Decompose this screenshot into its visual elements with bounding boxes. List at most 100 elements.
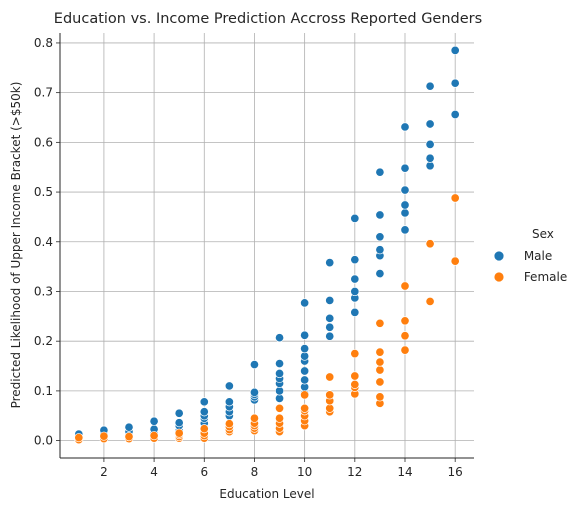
legend-label-male: Male	[520, 249, 552, 263]
data-point	[350, 274, 360, 284]
data-point	[450, 109, 460, 120]
data-point	[425, 119, 435, 129]
legend-marker-female	[493, 271, 505, 283]
data-point	[375, 347, 385, 357]
data-point	[425, 296, 435, 306]
data-point	[199, 407, 209, 417]
y-tick-label: 0.3	[34, 284, 53, 298]
legend-title: Sex	[532, 227, 554, 241]
data-point	[400, 345, 410, 355]
data-point	[124, 422, 134, 432]
data-point	[350, 371, 360, 381]
series-female	[74, 193, 460, 445]
data-point	[375, 232, 385, 242]
data-point	[425, 153, 435, 163]
data-point	[149, 416, 159, 426]
data-point	[375, 357, 385, 367]
y-tick-label: 0.6	[34, 135, 53, 149]
data-points	[74, 45, 460, 445]
x-tick-label: 14	[397, 465, 412, 479]
y-tick-label: 0.2	[34, 334, 53, 348]
data-point	[274, 368, 285, 379]
y-ticks: 0.0 0.1 0.2 0.3 0.4 0.5 0.6 0.7 0.8	[34, 36, 60, 448]
legend-label-female: Female	[520, 270, 567, 284]
data-point	[375, 245, 385, 255]
data-point	[400, 200, 410, 210]
data-point	[425, 239, 435, 249]
data-point	[425, 139, 435, 149]
data-point	[300, 375, 310, 385]
data-point	[350, 307, 360, 317]
data-point	[74, 433, 84, 443]
data-point	[300, 366, 310, 376]
data-point	[300, 390, 310, 400]
data-point	[249, 387, 260, 397]
data-point	[99, 431, 109, 441]
y-axis-label: Predicted Likelihood of Upper Income Bra…	[9, 82, 23, 409]
series-male	[74, 45, 460, 442]
data-point	[300, 298, 310, 308]
data-point	[199, 397, 209, 407]
data-point	[274, 403, 285, 413]
x-ticks: 2 4 6 8 10 12 14 16	[100, 458, 463, 479]
data-point	[325, 390, 335, 400]
data-point	[325, 313, 335, 323]
data-point	[400, 208, 410, 218]
x-tick-label: 10	[297, 465, 312, 479]
data-point	[375, 167, 385, 177]
data-point	[400, 281, 410, 291]
grid	[60, 33, 474, 458]
data-point	[400, 163, 410, 173]
data-point	[450, 193, 460, 203]
data-point	[300, 330, 310, 340]
data-point	[274, 359, 285, 369]
data-point	[450, 78, 460, 88]
y-tick-label: 0.5	[34, 185, 53, 199]
x-tick-label: 16	[448, 465, 463, 479]
y-tick-label: 0.0	[34, 434, 53, 448]
data-point	[425, 81, 435, 91]
y-tick-label: 0.7	[34, 86, 53, 100]
data-point	[400, 225, 410, 235]
data-point	[450, 45, 460, 55]
data-point	[249, 359, 260, 370]
data-point	[375, 377, 385, 387]
x-tick-label: 2	[100, 465, 108, 479]
data-point	[375, 392, 385, 402]
data-point	[325, 258, 335, 268]
data-point	[325, 331, 335, 341]
y-tick-label: 0.8	[34, 36, 53, 50]
x-tick-label: 8	[251, 465, 259, 479]
data-point	[350, 286, 360, 297]
data-point	[174, 428, 184, 438]
data-point	[224, 381, 234, 391]
axes	[59, 33, 474, 459]
x-tick-label: 12	[347, 465, 362, 479]
data-point	[300, 403, 310, 413]
data-point	[149, 431, 159, 441]
data-point	[224, 397, 234, 407]
data-point	[325, 372, 335, 382]
x-tick-label: 4	[150, 465, 158, 479]
data-point	[350, 349, 360, 359]
data-point	[450, 256, 460, 266]
data-point	[249, 413, 260, 423]
data-point	[350, 213, 360, 223]
data-point	[400, 331, 410, 341]
legend-marker-male	[493, 250, 505, 262]
data-point	[325, 322, 335, 332]
chart-title: Education vs. Income Prediction Accross …	[54, 11, 482, 27]
data-point	[375, 318, 385, 328]
data-point	[300, 344, 310, 354]
data-point	[375, 269, 385, 279]
x-tick-label: 6	[200, 465, 208, 479]
data-point	[400, 185, 410, 195]
data-point	[325, 295, 335, 305]
data-point	[400, 316, 410, 326]
data-point	[174, 418, 184, 428]
data-point	[375, 210, 385, 220]
y-tick-label: 0.4	[34, 235, 53, 249]
y-tick-label: 0.1	[34, 384, 53, 398]
data-point	[274, 413, 285, 423]
